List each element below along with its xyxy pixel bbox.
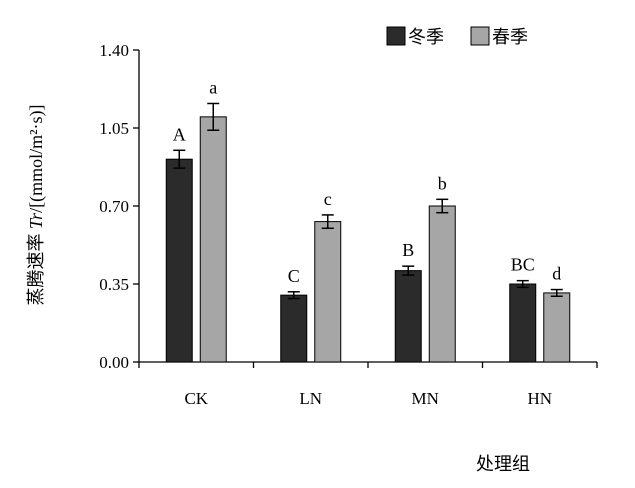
bar-series-1-mn — [428, 205, 456, 363]
error-bars — [173, 102, 563, 300]
bar-series-1-ln — [314, 221, 342, 363]
bar-series-0-hn — [509, 283, 537, 363]
y-tick-label: 0.70 — [99, 197, 129, 216]
legend-label-series-1: 春季 — [492, 27, 528, 47]
y-tick-label: 1.40 — [99, 41, 129, 60]
category-label-ck: CK — [184, 389, 208, 408]
legend-swatch-series-0 — [386, 26, 406, 46]
bars — [165, 116, 571, 363]
y-tick-label: 1.05 — [99, 119, 129, 138]
y-tick-label: 0.00 — [99, 353, 129, 372]
y-tick-label: 0.35 — [99, 275, 129, 294]
y-axis-label-prefix: 蒸腾速率 — [26, 229, 46, 306]
legend: 冬季 春季 — [386, 26, 528, 47]
significance-label-series-0-hn: BC — [511, 255, 535, 275]
significance-label-series-1-ln: c — [324, 189, 332, 209]
bar-series-0-mn — [394, 270, 422, 363]
y-ticks: 0.00 0.35 0.70 1.05 1.40 — [99, 41, 139, 372]
significance-label-series-0-ln: C — [288, 266, 300, 286]
y-axis-label: 蒸腾速率 Tr/[(mmol/m²·s)] — [26, 105, 47, 306]
legend-label-series-0: 冬季 — [408, 27, 444, 47]
x-axis-label: 处理组 — [476, 454, 530, 474]
category-label-mn: MN — [412, 389, 439, 408]
significance-label-series-0-ck: A — [173, 124, 186, 144]
significance-labels: Aa Cc Bb BC d — [173, 77, 562, 285]
x-ticks — [138, 362, 598, 368]
significance-label-series-1-mn: b — [438, 173, 447, 193]
bar-series-0-ln — [280, 294, 308, 363]
legend-swatch-series-1 — [470, 26, 490, 46]
bar-series-0-ck — [165, 158, 193, 363]
y-axis-label-unit: /[(mmol/m²·s)] — [26, 105, 47, 213]
significance-label-series-1-ck: a — [209, 77, 217, 97]
bar-series-1-hn — [543, 292, 571, 363]
category-labels: CK LN MN HN — [184, 389, 552, 408]
significance-label-series-1-hn: d — [552, 264, 561, 284]
category-label-hn: HN — [527, 389, 552, 408]
bar-series-1-ck — [199, 116, 227, 363]
significance-label-series-0-mn: B — [402, 240, 414, 260]
y-axis-label-symbol: Tr — [26, 212, 46, 229]
category-label-ln: LN — [299, 389, 322, 408]
